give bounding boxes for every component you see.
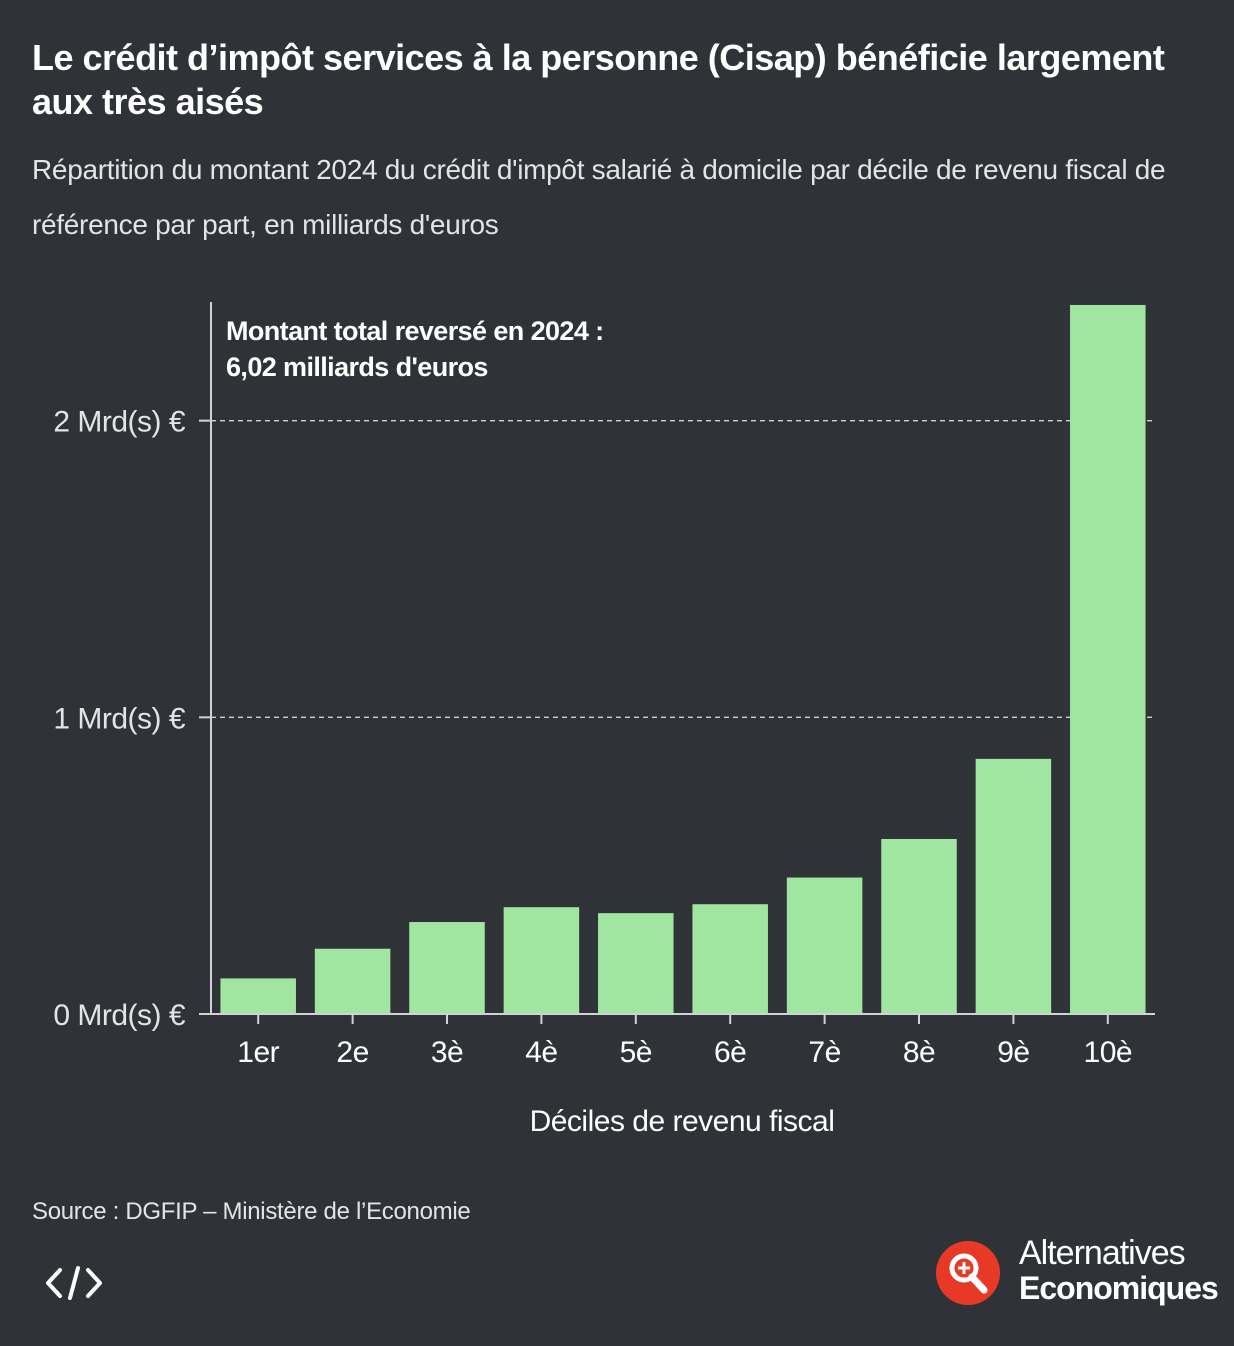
bar-2e xyxy=(314,948,391,1014)
chart-title: Le crédit d’impôt services à la personne… xyxy=(32,37,1165,122)
brand-logo[interactable]: Alternatives Economiques xyxy=(935,1234,1219,1314)
bar-10è xyxy=(1070,304,1146,1014)
bar-7è xyxy=(786,877,863,1014)
x-tick-label: 3è xyxy=(431,1036,463,1069)
bar-3è xyxy=(409,922,485,1014)
x-tick-label: 9è xyxy=(997,1036,1029,1069)
y-tick-label: 1 Mrd(s) € xyxy=(53,702,186,735)
bar-1er xyxy=(220,978,296,1014)
x-tick-label: 6è xyxy=(714,1036,746,1069)
magnifier-logo-icon xyxy=(936,1241,1000,1305)
total-annotation-line1: Montant total reversé en 2024 : xyxy=(226,316,604,346)
x-tick-label: 7è xyxy=(808,1036,840,1069)
source-note: Source : DGFIP – Ministère de l’Economie xyxy=(32,1198,471,1225)
brand-name-line2: Economiques xyxy=(1019,1270,1219,1306)
y-tick-label: 0 Mrd(s) € xyxy=(53,999,186,1032)
chart-subtitle: Répartition du montant 2024 du crédit d'… xyxy=(32,154,1166,240)
x-tick-label: 1er xyxy=(237,1036,279,1069)
bar-8è xyxy=(881,838,957,1014)
x-tick-label: 5è xyxy=(620,1036,652,1069)
brand-name-line1: Alternatives xyxy=(1019,1234,1186,1272)
bar-9è xyxy=(975,758,1052,1014)
total-annotation-line2: 6,02 milliards d'euros xyxy=(226,352,488,382)
bar-chart: 0 Mrd(s) € 1 Mrd(s) € 2 Mrd(s) € 1er 2e 3è 4è 5… xyxy=(53,302,1155,1138)
x-tick-label: 2e xyxy=(336,1036,368,1069)
bars-layer xyxy=(220,304,1146,1014)
bar-5è xyxy=(598,913,674,1014)
x-axis-title: Déciles de revenu fiscal xyxy=(530,1105,835,1138)
axis-layer xyxy=(199,302,1155,1024)
bar-4è xyxy=(503,907,580,1014)
code-embed-icon[interactable] xyxy=(40,1258,110,1308)
x-tick-label: 4è xyxy=(525,1036,557,1069)
x-tick-label: 8è xyxy=(903,1036,935,1069)
bar-6è xyxy=(692,904,768,1014)
x-tick-label: 10è xyxy=(1084,1036,1133,1069)
y-tick-label: 2 Mrd(s) € xyxy=(53,406,186,439)
labels-layer: 0 Mrd(s) € 1 Mrd(s) € 2 Mrd(s) € 1er 2e 3è 4è 5… xyxy=(53,406,1132,1069)
grid-layer xyxy=(211,420,1155,718)
